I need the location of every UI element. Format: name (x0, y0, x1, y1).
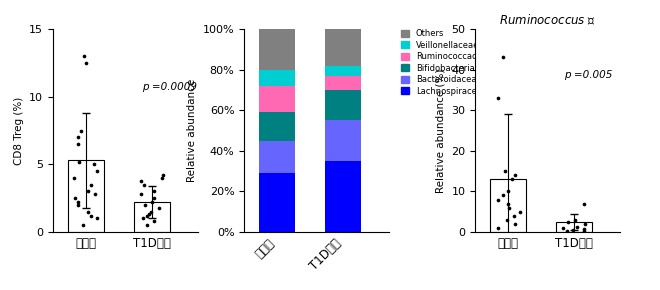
Point (86, 213, 96, 218)
Point (504, 205, 514, 210)
Point (139, 203, 150, 207)
Bar (259, 86, 295, 112)
Point (73, 203, 83, 207)
Point (508, 213, 519, 218)
Point (79, 54, 90, 58)
Point (92, 169, 102, 173)
Point (579, 201, 589, 206)
Point (507, 177, 517, 182)
Bar (259, 29, 295, 70)
Point (83, 189, 94, 194)
Point (89, 192, 100, 196)
Point (514, 209, 525, 214)
Point (139, 182, 149, 187)
Bar (556, 222, 592, 232)
Bar (259, 173, 295, 232)
Point (562, 229, 573, 233)
Point (579, 229, 589, 233)
Point (136, 178, 147, 183)
Bar (259, 112, 295, 141)
Bar (68, 160, 104, 232)
Point (88, 162, 99, 167)
Point (143, 212, 154, 217)
Point (138, 216, 148, 221)
Point (562, 220, 573, 224)
Point (153, 205, 164, 210)
Text: p =0.005: p =0.005 (564, 70, 612, 80)
Point (73, 200, 83, 204)
Point (570, 218, 581, 222)
Point (73, 135, 84, 139)
Bar (490, 179, 526, 232)
Point (91, 216, 102, 221)
Point (157, 175, 168, 180)
Point (510, 222, 520, 226)
Point (149, 219, 160, 224)
Point (493, 197, 504, 202)
Point (493, 226, 504, 230)
Point (149, 189, 160, 194)
Bar (325, 66, 362, 76)
Point (579, 226, 590, 231)
Bar (325, 29, 362, 66)
Point (498, 55, 508, 60)
Point (147, 200, 158, 204)
Point (502, 218, 512, 222)
Point (503, 201, 513, 206)
Point (70, 196, 81, 200)
Point (558, 226, 568, 230)
Y-axis label: CD8 Treg (%): CD8 Treg (%) (13, 96, 24, 165)
Legend: Others, Veillonellaceae, Ruminococcaceae, Bifidobacteriaceae, Bacteroidaceae, La: Others, Veillonellaceae, Ruminococcaceae… (401, 29, 495, 96)
Point (73, 142, 84, 146)
Point (81, 61, 92, 65)
Point (148, 196, 159, 200)
Point (69, 175, 80, 180)
Bar (325, 90, 362, 120)
Point (136, 192, 147, 196)
Point (76, 128, 86, 133)
Bar (259, 141, 295, 173)
Bar (325, 161, 362, 232)
Point (503, 189, 513, 194)
Point (141, 223, 152, 228)
Point (579, 222, 590, 226)
Point (510, 173, 521, 177)
Y-axis label: Relative abundance: Relative abundance (187, 79, 197, 182)
Point (158, 173, 168, 177)
Point (83, 209, 94, 214)
Bar (325, 120, 362, 161)
Point (77, 223, 88, 228)
Title: $\it{Ruminococcus}$ 属: $\it{Ruminococcus}$ 属 (500, 14, 596, 28)
Point (572, 225, 582, 229)
Point (500, 169, 511, 173)
Point (85, 182, 96, 187)
Point (145, 209, 156, 214)
Point (498, 193, 508, 198)
Text: p =0.0009: p =0.0009 (142, 82, 197, 92)
Point (568, 228, 578, 232)
Point (492, 96, 503, 100)
Bar (133, 202, 170, 232)
Bar (259, 70, 295, 86)
Point (74, 159, 84, 164)
Y-axis label: Relative abundance (%): Relative abundance (%) (436, 68, 446, 193)
Point (142, 213, 152, 218)
Bar (325, 76, 362, 90)
